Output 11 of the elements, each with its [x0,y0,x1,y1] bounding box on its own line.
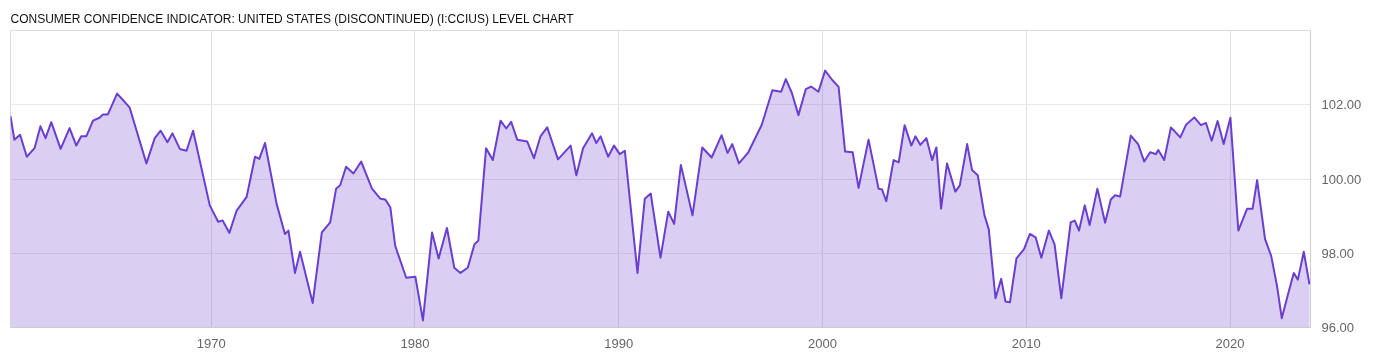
chart-title: CONSUMER CONFIDENCE INDICATOR: UNITED STATES (DISCONTINUED) (I:CCIUS) LEVEL CHART [10,11,575,26]
x-tick-label: 1990 [604,335,634,351]
y-tick-label: 96.00 [1321,320,1355,335]
x-tick-label: 1980 [400,335,430,351]
x-tick-label: 1970 [196,335,226,351]
y-tick-label: 98.00 [1321,245,1355,261]
y-tick-label: 102.00 [1321,97,1362,113]
y-tick-label: 100.00 [1321,171,1362,187]
x-tick-label: 2000 [808,335,837,351]
x-tick-label: 2010 [1011,335,1041,351]
x-tick-label: 2020 [1215,335,1245,351]
